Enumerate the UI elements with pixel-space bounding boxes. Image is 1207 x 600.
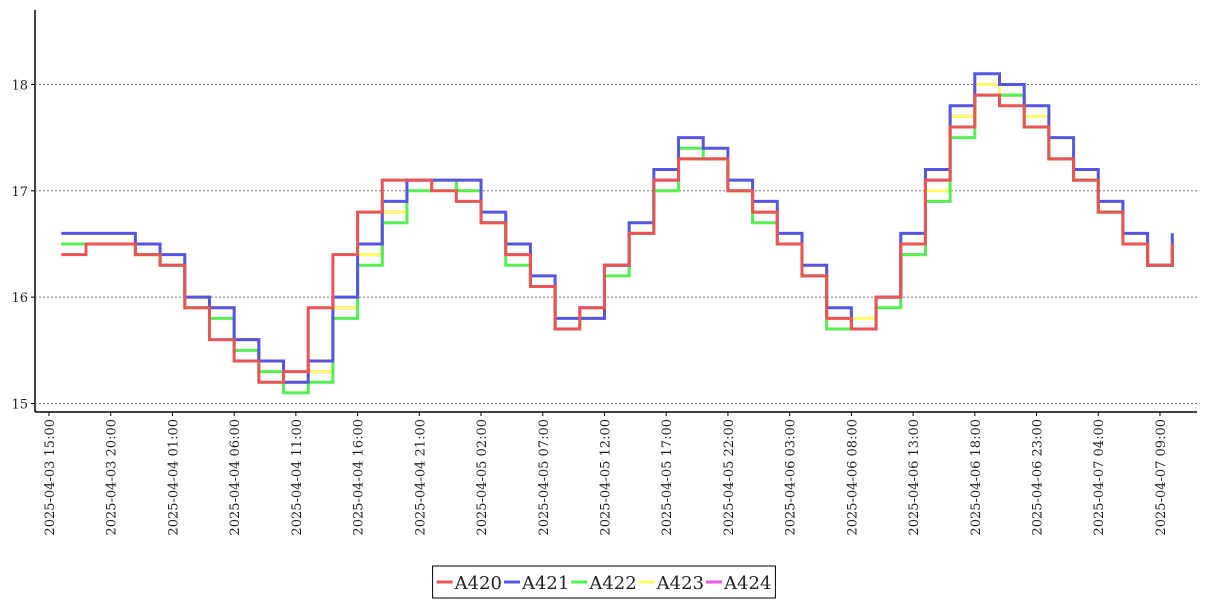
x-tick-label: 2025-04-03 15:00 — [43, 419, 58, 536]
x-tick-label: 2025-04-05 22:00 — [722, 419, 737, 536]
x-tick-label: 2025-04-05 07:00 — [537, 419, 552, 536]
x-tick-label: 2025-04-04 01:00 — [166, 419, 181, 536]
series-line — [61, 82, 1174, 384]
y-tick-label: 15 — [11, 397, 28, 412]
x-tick-label: 2025-04-04 16:00 — [352, 419, 367, 536]
x-tick-label: 2025-04-06 23:00 — [1031, 419, 1046, 536]
x-tick-label: 2025-04-05 17:00 — [660, 419, 675, 536]
series-line — [61, 72, 1174, 384]
legend-label: A424 — [723, 573, 771, 594]
series-line — [61, 93, 1174, 395]
x-tick-label: 2025-04-06 03:00 — [784, 419, 799, 536]
x-tick-label: 2025-04-04 06:00 — [228, 419, 243, 536]
x-tick-label: 2025-04-05 12:00 — [598, 419, 613, 536]
legend-label: A421 — [521, 573, 569, 594]
series-line — [61, 82, 1174, 384]
x-tick-label: 2025-04-04 21:00 — [413, 419, 428, 536]
x-tick-label: 2025-04-06 18:00 — [969, 419, 984, 536]
x-tick-label: 2025-04-06 08:00 — [845, 419, 860, 536]
y-tick-label: 18 — [11, 78, 28, 93]
x-tick-label: 2025-04-06 13:00 — [907, 419, 922, 536]
y-tick-label: 17 — [11, 185, 28, 200]
y-tick-label: 16 — [11, 291, 28, 306]
x-tick-label: 2025-04-05 02:00 — [475, 419, 490, 536]
x-tick-label: 2025-04-03 20:00 — [105, 419, 120, 536]
legend: A420 A421 A422 A423 A424 — [432, 565, 776, 599]
x-tick-label: 2025-04-07 09:00 — [1154, 419, 1169, 536]
x-tick-label: 2025-04-07 04:00 — [1092, 419, 1107, 536]
legend-label: A420 — [454, 573, 502, 594]
series-line — [61, 93, 1174, 384]
x-tick-label: 2025-04-04 11:00 — [290, 419, 305, 536]
legend-label: A422 — [588, 573, 636, 594]
legend-label: A423 — [656, 573, 704, 594]
